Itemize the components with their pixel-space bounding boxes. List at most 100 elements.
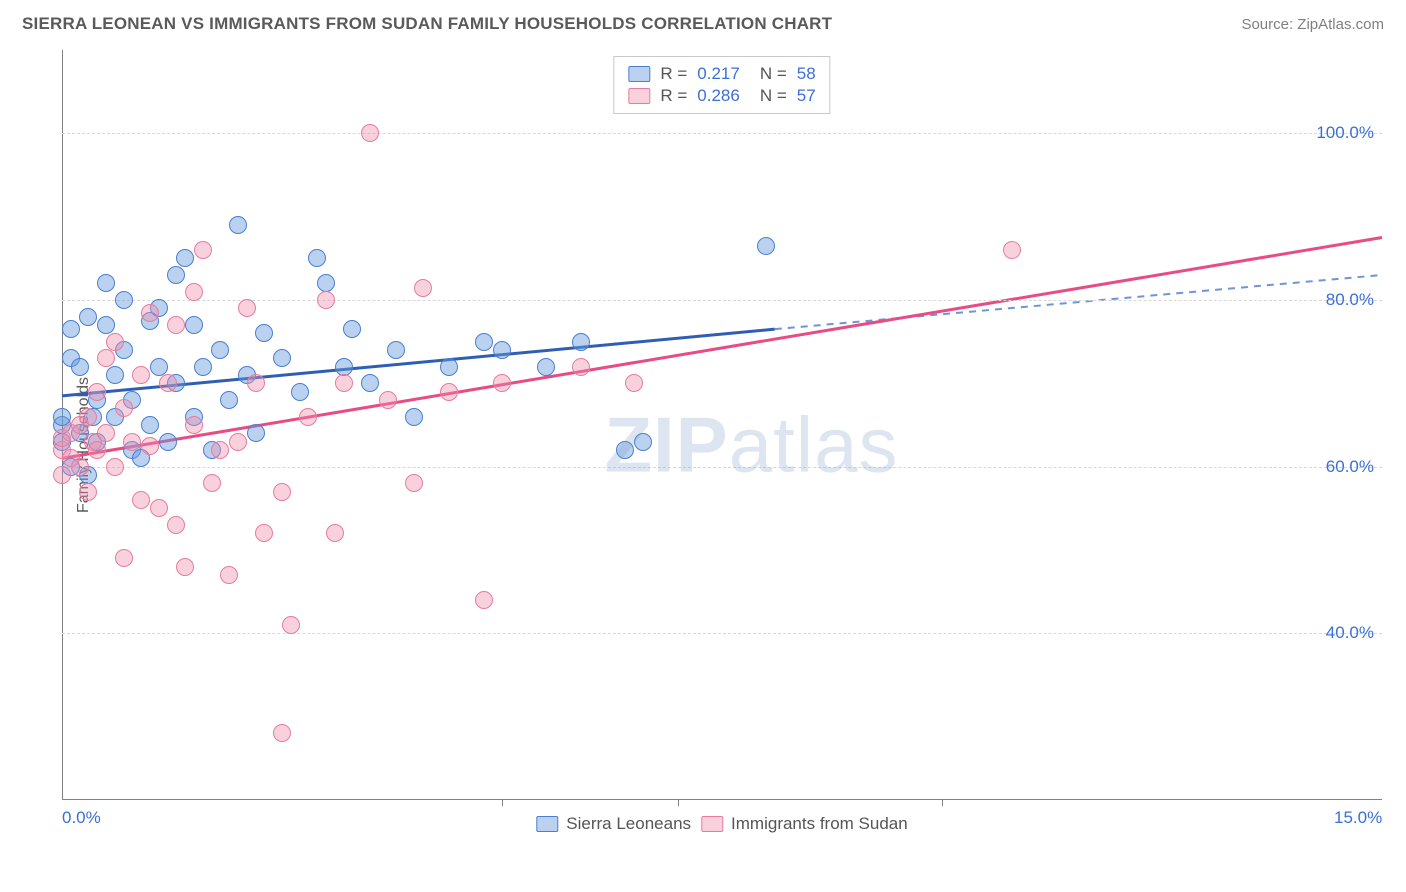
data-point [115, 291, 133, 309]
data-point [106, 458, 124, 476]
legend-row-sierra: R = 0.217 N = 58 [628, 63, 815, 85]
legend-r-label: R = [660, 86, 687, 106]
data-point [361, 374, 379, 392]
data-point [159, 374, 177, 392]
data-point [405, 474, 423, 492]
chart-area: Family Households ZIPatlas R = 0.217 N =… [50, 50, 1390, 840]
x-tick-mark [678, 800, 679, 806]
data-point [53, 466, 71, 484]
data-point [273, 483, 291, 501]
data-point [440, 383, 458, 401]
data-point [572, 333, 590, 351]
data-point [211, 341, 229, 359]
data-point [247, 374, 265, 392]
legend-n-label: N = [760, 64, 787, 84]
data-point [167, 316, 185, 334]
data-point [176, 249, 194, 267]
data-point [185, 416, 203, 434]
gridline [62, 133, 1382, 134]
y-tick-label: 80.0% [1326, 290, 1374, 310]
legend-swatch-sudan [701, 816, 723, 832]
legend-r-label: R = [660, 64, 687, 84]
chart-title: SIERRA LEONEAN VS IMMIGRANTS FROM SUDAN … [22, 14, 832, 34]
data-point [106, 333, 124, 351]
data-point [167, 516, 185, 534]
data-point [440, 358, 458, 376]
data-point [317, 291, 335, 309]
data-point [616, 441, 634, 459]
legend-top: R = 0.217 N = 58 R = 0.286 N = 57 [613, 56, 830, 114]
data-point [71, 358, 89, 376]
data-point [97, 424, 115, 442]
data-point [255, 324, 273, 342]
data-point [537, 358, 555, 376]
gridline [62, 633, 1382, 634]
data-point [97, 316, 115, 334]
data-point [343, 320, 361, 338]
gridline [62, 300, 1382, 301]
data-point [167, 266, 185, 284]
x-tick-label: 15.0% [1334, 808, 1382, 828]
data-point [335, 374, 353, 392]
legend-label-sierra: Sierra Leoneans [566, 814, 691, 834]
data-point [273, 724, 291, 742]
x-tick-label: 0.0% [62, 808, 101, 828]
data-point [159, 433, 177, 451]
x-tick-mark [942, 800, 943, 806]
data-point [414, 279, 432, 297]
legend-n-value: 57 [797, 86, 816, 106]
plot-region: ZIPatlas R = 0.217 N = 58 R = 0.286 N = … [62, 50, 1382, 840]
data-point [229, 216, 247, 234]
data-point [572, 358, 590, 376]
data-point [132, 491, 150, 509]
legend-swatch-sierra [536, 816, 558, 832]
data-point [317, 274, 335, 292]
data-point [247, 424, 265, 442]
data-point [123, 433, 141, 451]
data-point [79, 483, 97, 501]
data-point [71, 458, 89, 476]
gridline [62, 467, 1382, 468]
legend-n-value: 58 [797, 64, 816, 84]
y-tick-label: 100.0% [1316, 123, 1374, 143]
data-point [335, 358, 353, 376]
data-point [97, 274, 115, 292]
data-point [405, 408, 423, 426]
legend-label-sudan: Immigrants from Sudan [731, 814, 908, 834]
data-point [132, 366, 150, 384]
data-point [141, 437, 159, 455]
data-point [115, 399, 133, 417]
data-point [211, 441, 229, 459]
legend-swatch-sierra [628, 66, 650, 82]
legend-swatch-sudan [628, 88, 650, 104]
data-point [150, 358, 168, 376]
data-point [203, 474, 221, 492]
data-point [185, 316, 203, 334]
data-point [282, 616, 300, 634]
source-label: Source: ZipAtlas.com [1241, 16, 1384, 33]
data-point [634, 433, 652, 451]
legend-r-value: 0.217 [697, 64, 740, 84]
data-point [308, 249, 326, 267]
y-tick-label: 40.0% [1326, 623, 1374, 643]
legend-bottom: Sierra Leoneans Immigrants from Sudan [536, 814, 907, 834]
data-point [238, 299, 256, 317]
data-point [97, 349, 115, 367]
data-point [625, 374, 643, 392]
data-point [79, 308, 97, 326]
legend-n-label: N = [760, 86, 787, 106]
data-point [62, 320, 80, 338]
data-point [141, 304, 159, 322]
legend-row-sudan: R = 0.286 N = 57 [628, 85, 815, 107]
data-point [379, 391, 397, 409]
data-point [326, 524, 344, 542]
data-point [150, 499, 168, 517]
trend-line-extrapolated [775, 275, 1382, 329]
data-point [194, 358, 212, 376]
legend-item-sierra: Sierra Leoneans [536, 814, 691, 834]
data-point [194, 241, 212, 259]
x-tick-mark [502, 800, 503, 806]
data-point [1003, 241, 1021, 259]
data-point [53, 408, 71, 426]
data-point [757, 237, 775, 255]
